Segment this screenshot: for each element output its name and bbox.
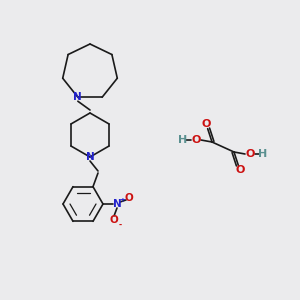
Text: -: - (118, 220, 122, 230)
Text: O: O (201, 119, 211, 129)
Text: O: O (191, 135, 201, 145)
Text: N: N (85, 152, 94, 162)
Text: H: H (178, 135, 188, 145)
Text: H: H (258, 149, 268, 159)
Text: O: O (235, 165, 244, 175)
Text: +: + (119, 197, 125, 203)
Text: O: O (245, 149, 255, 159)
Text: O: O (110, 215, 118, 225)
Text: O: O (124, 193, 134, 203)
Text: N: N (74, 92, 82, 102)
Text: N: N (112, 199, 122, 209)
